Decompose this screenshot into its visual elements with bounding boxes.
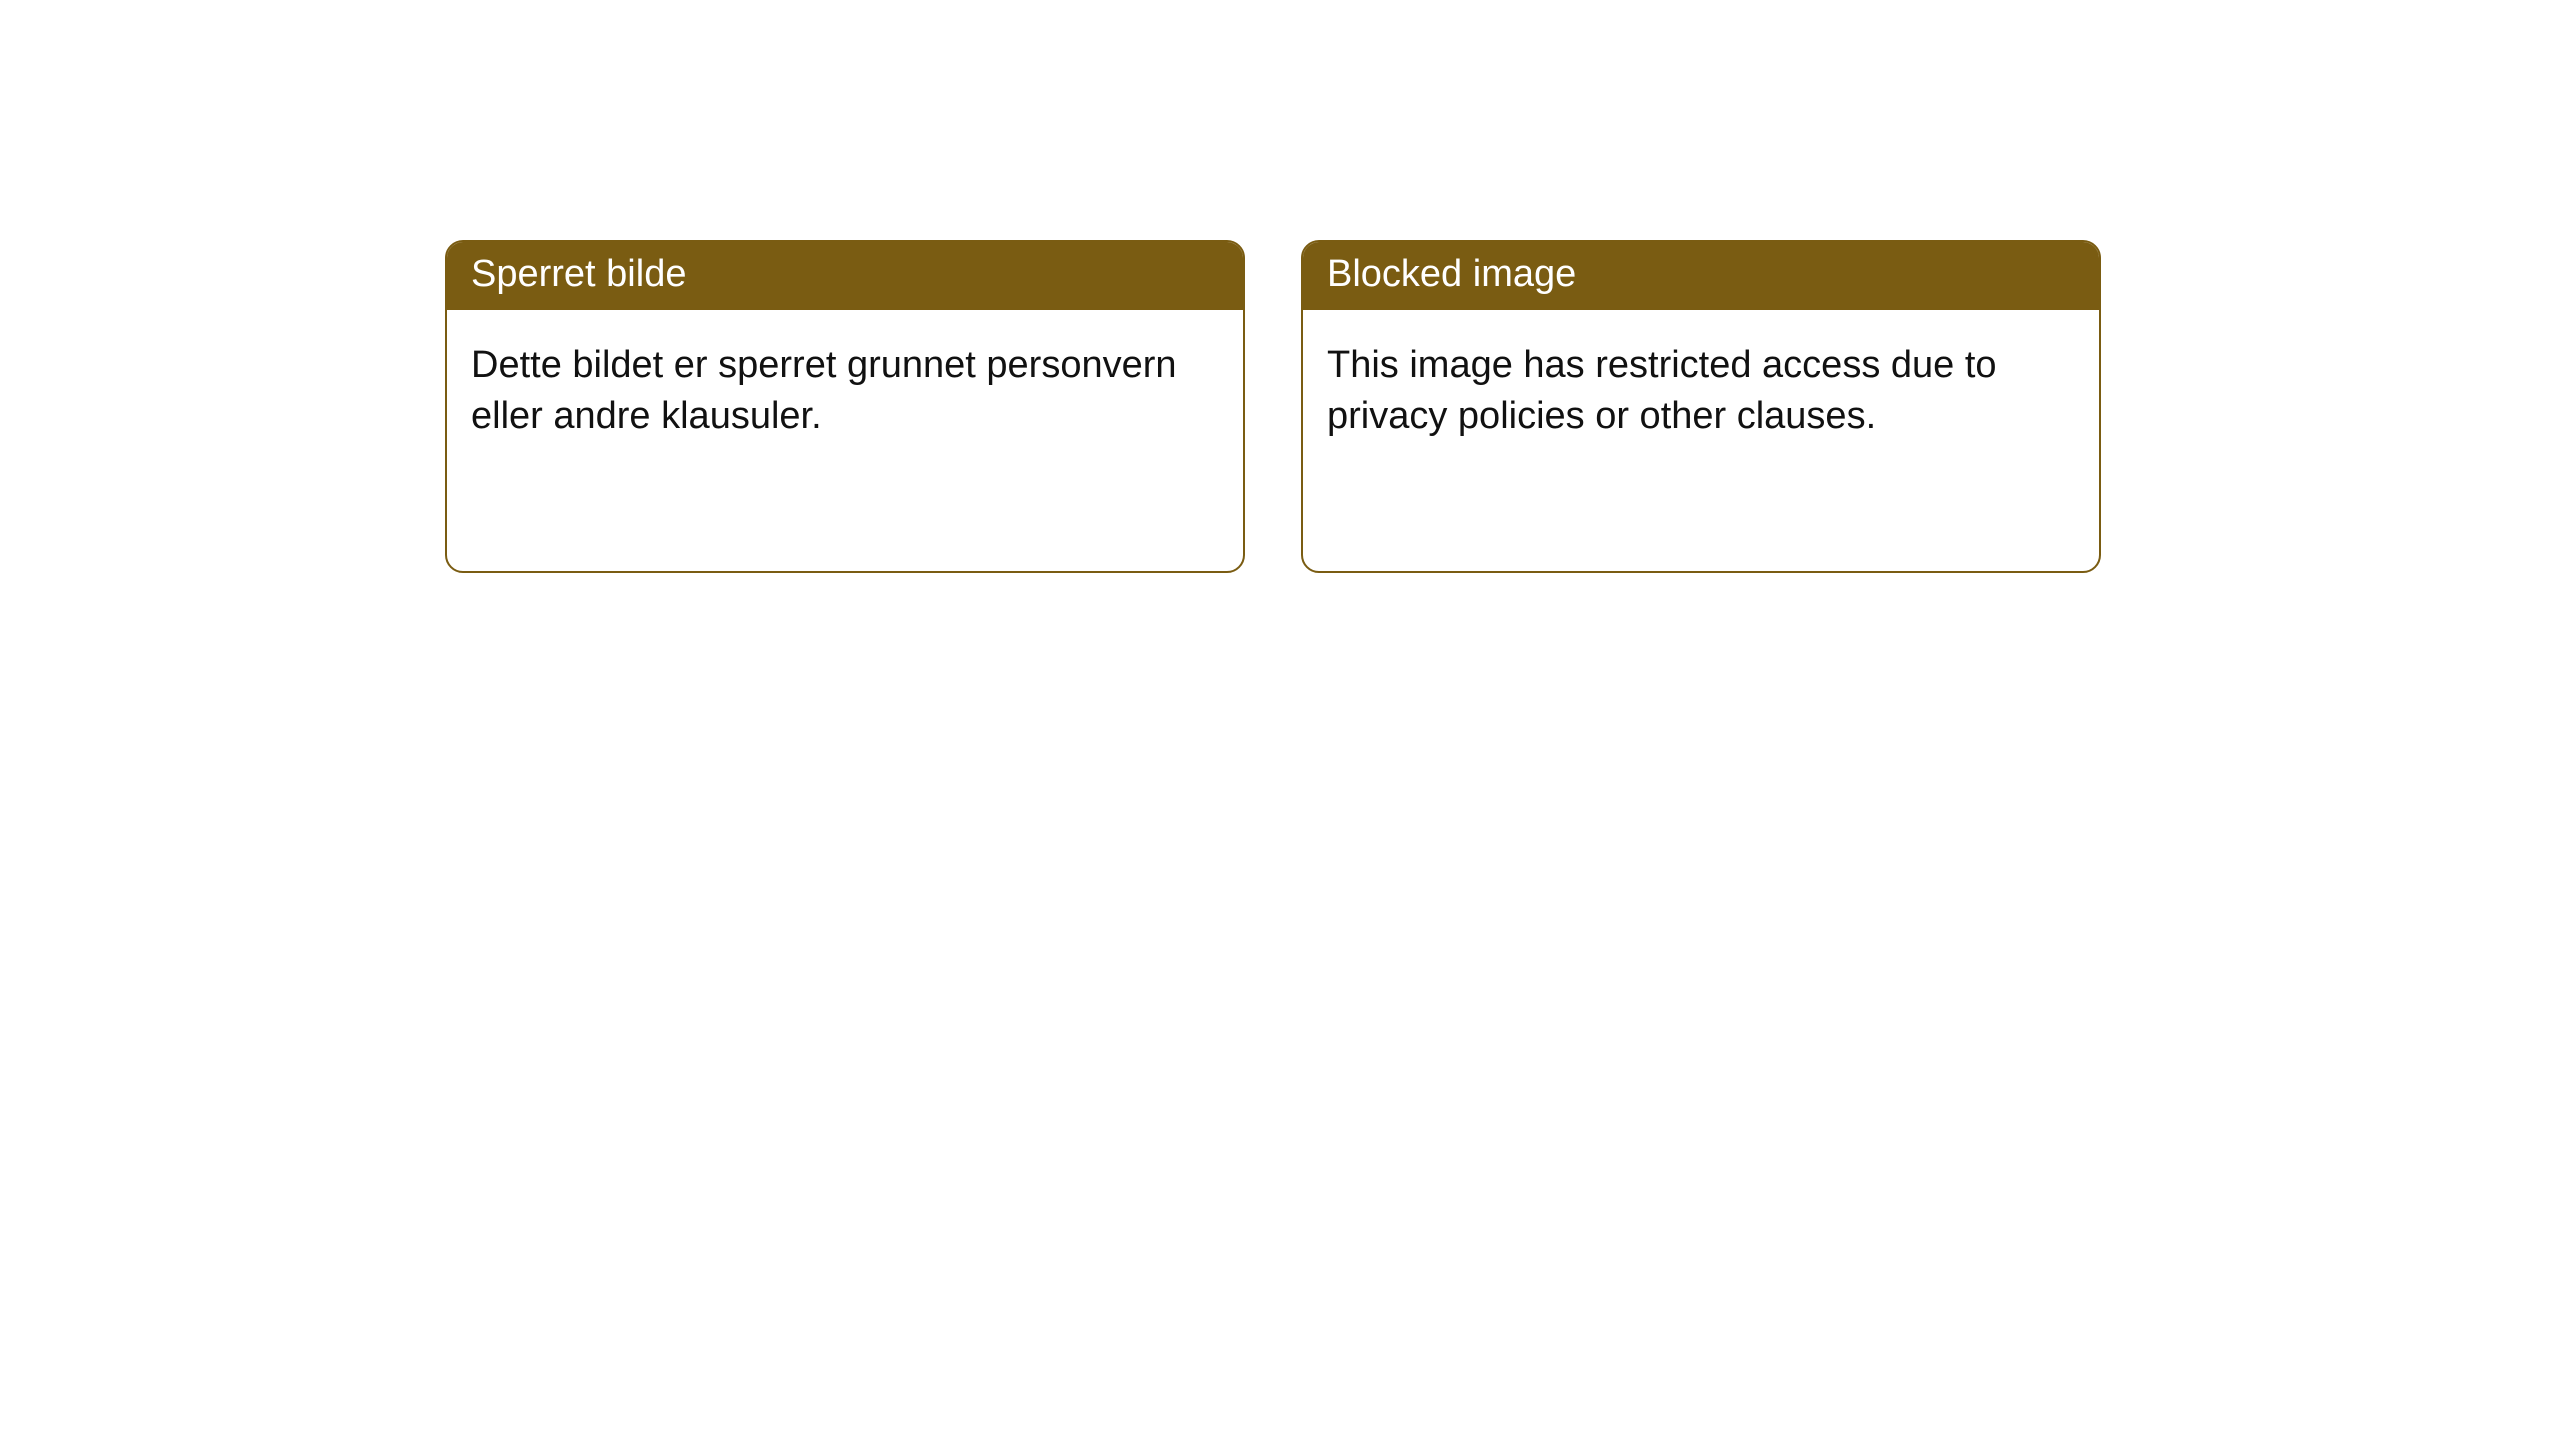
- notice-body-no: Dette bildet er sperret grunnet personve…: [447, 310, 1243, 463]
- notice-title-en: Blocked image: [1303, 242, 2099, 310]
- notice-title-no: Sperret bilde: [447, 242, 1243, 310]
- notice-body-en: This image has restricted access due to …: [1303, 310, 2099, 463]
- notice-container: Sperret bilde Dette bildet er sperret gr…: [445, 240, 2101, 573]
- notice-card-no: Sperret bilde Dette bildet er sperret gr…: [445, 240, 1245, 573]
- notice-card-en: Blocked image This image has restricted …: [1301, 240, 2101, 573]
